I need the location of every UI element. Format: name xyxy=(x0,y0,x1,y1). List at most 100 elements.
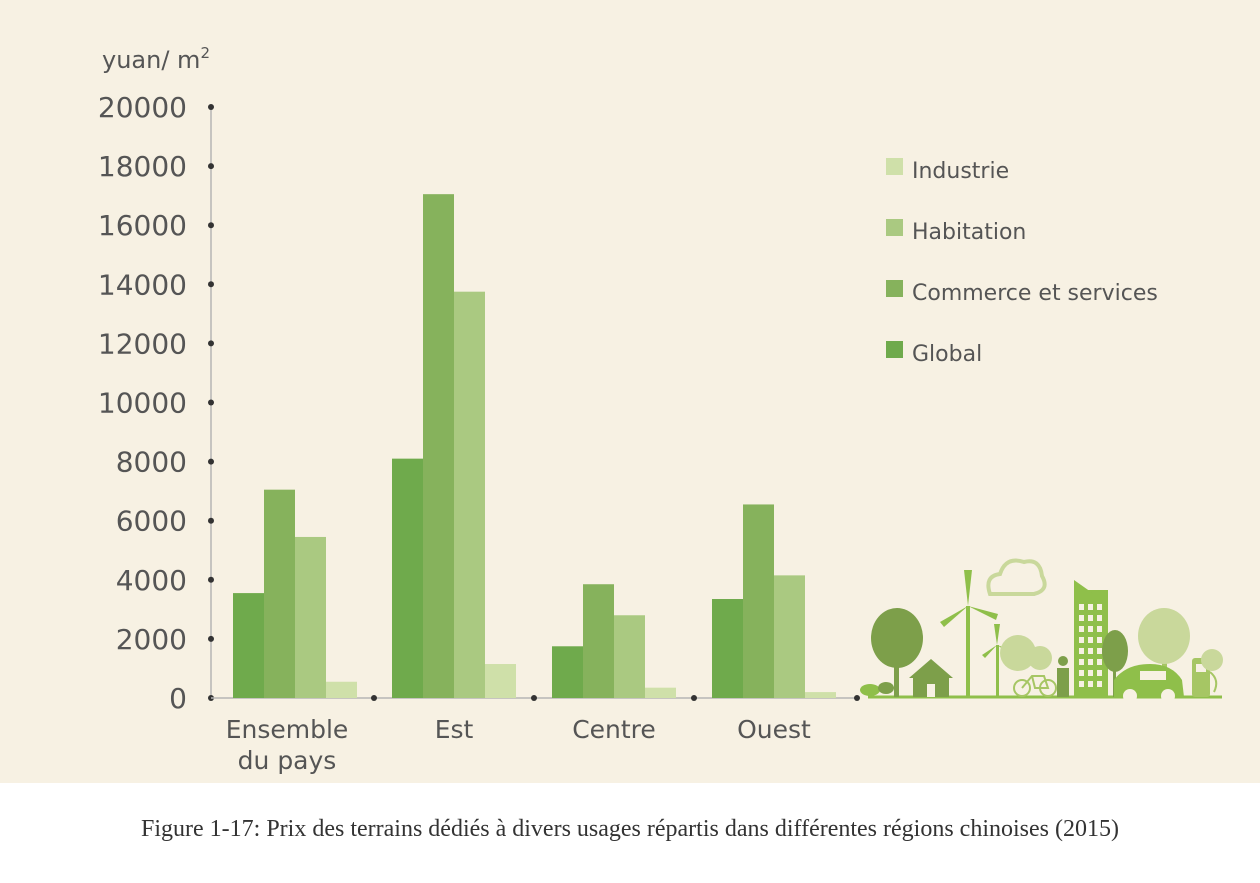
y-tick-dot xyxy=(208,576,214,583)
turbine-blade xyxy=(940,606,968,627)
car-window xyxy=(1140,671,1166,680)
building-window xyxy=(1079,604,1084,610)
bar-commerce-et-services xyxy=(583,584,614,698)
bicycle-icon xyxy=(1013,679,1031,697)
y-axis-label: yuan/ m2 xyxy=(102,44,210,74)
y-tick-dot xyxy=(208,222,214,229)
car-icon xyxy=(1114,664,1184,697)
bush-icon xyxy=(1201,649,1223,671)
turbine-blade xyxy=(994,624,1000,645)
turbine-blade xyxy=(964,570,972,606)
building-window xyxy=(1088,659,1093,665)
y-tick-label: 8000 xyxy=(116,446,187,479)
bar-habitation xyxy=(774,575,805,698)
leaf-icon xyxy=(860,684,880,696)
x-category-label: Ensemble du pays xyxy=(226,715,349,775)
tree-trunk xyxy=(894,655,899,697)
y-tick-label: 20000 xyxy=(98,91,187,124)
y-tick-dot xyxy=(208,458,214,465)
bar-global xyxy=(712,599,743,698)
bar-commerce-et-services xyxy=(264,489,295,698)
building-window xyxy=(1097,670,1102,676)
legend: Industrie Habitation Commerce et services G… xyxy=(886,158,1158,367)
y-tick-dot xyxy=(208,517,214,524)
figure-panel: 0 2000 4000 6000 8000 10000 12000 14000 16000 180… xyxy=(0,0,1260,783)
building-window xyxy=(1097,681,1102,687)
x-tick-dot xyxy=(531,695,537,701)
x-tick-dot xyxy=(371,695,377,701)
charging-screen xyxy=(1196,664,1206,672)
building-roof xyxy=(1074,580,1108,604)
x-category-label: Est xyxy=(435,715,474,744)
building-window xyxy=(1097,604,1102,610)
figure-caption: Figure 1-17: Prix des terrains dédiés à … xyxy=(141,816,1119,842)
bar-habitation xyxy=(295,536,326,698)
building-window xyxy=(1097,615,1102,621)
x-category-label: Centre xyxy=(572,715,656,744)
building-window xyxy=(1088,637,1093,643)
legend-swatch xyxy=(886,158,903,175)
wind-turbine-icon xyxy=(996,645,999,697)
building-window xyxy=(1079,681,1084,687)
tree-icon xyxy=(1138,608,1190,664)
legend-label: Commerce et services xyxy=(912,281,1158,306)
legend-swatch xyxy=(886,341,903,358)
tree-icon xyxy=(871,608,923,668)
charging-cable xyxy=(1209,671,1218,693)
building-window xyxy=(1088,615,1093,621)
legend-swatch xyxy=(886,280,903,297)
bar-chart: 0 2000 4000 6000 8000 10000 12000 14000 16000 180… xyxy=(98,44,1223,775)
leaf-icon xyxy=(878,682,894,694)
y-tick-dot xyxy=(208,399,214,406)
cloud-icon xyxy=(986,558,1047,596)
bush-icon xyxy=(1000,635,1036,671)
axes: 0 2000 4000 6000 8000 10000 12000 14000 16000 180… xyxy=(98,44,860,775)
y-tick-dot xyxy=(208,104,214,110)
building-window xyxy=(1088,626,1093,632)
bar-global xyxy=(552,646,583,698)
y-tick-label: 18000 xyxy=(98,150,187,183)
building-window xyxy=(1079,615,1084,621)
y-tick-label: 0 xyxy=(169,682,187,715)
bar-industrie xyxy=(645,687,676,698)
person-body xyxy=(1057,668,1069,697)
building-window xyxy=(1088,604,1093,610)
bar-commerce-et-services xyxy=(743,504,774,698)
building-window xyxy=(1079,670,1084,676)
legend-swatch xyxy=(886,219,903,236)
wind-turbine-icon xyxy=(966,606,970,697)
eco-city-illustration xyxy=(860,558,1223,703)
car-wheel xyxy=(1123,689,1137,703)
house-icon xyxy=(909,659,953,678)
building-window xyxy=(1097,659,1102,665)
y-tick-dot xyxy=(208,340,214,347)
y-tick-label: 2000 xyxy=(116,623,187,656)
bush-icon xyxy=(1028,646,1052,670)
building-window xyxy=(1079,626,1084,632)
y-tick-label: 4000 xyxy=(116,564,187,597)
bar-industrie xyxy=(326,681,357,698)
building-window xyxy=(1079,648,1084,654)
y-tick-label: 6000 xyxy=(116,505,187,538)
bar-habitation xyxy=(614,615,645,698)
building-window xyxy=(1079,659,1084,665)
building-window xyxy=(1088,670,1093,676)
person-icon xyxy=(1058,656,1068,666)
x-category-label: Ouest xyxy=(737,715,811,744)
y-tick-label: 10000 xyxy=(98,387,187,420)
building-window xyxy=(1097,637,1102,643)
turbine-blade xyxy=(968,606,998,620)
y-tick-label: 16000 xyxy=(98,209,187,242)
bar-industrie xyxy=(485,664,516,698)
legend-label: Global xyxy=(912,342,982,367)
tree-trunk xyxy=(1113,660,1116,697)
bar-global xyxy=(392,458,423,698)
car-wheel xyxy=(1161,689,1175,703)
building-window xyxy=(1097,626,1102,632)
y-tick-dot xyxy=(208,281,214,288)
x-tick-dot xyxy=(691,695,697,701)
bicycle-frame xyxy=(1021,675,1050,689)
tree-icon xyxy=(1102,630,1128,672)
legend-label: Industrie xyxy=(912,159,1009,184)
bar-industrie xyxy=(805,692,836,698)
